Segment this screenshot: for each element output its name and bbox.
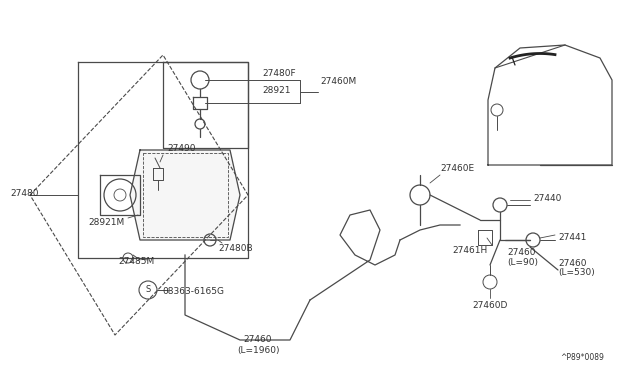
Text: 27460E: 27460E [440, 164, 474, 173]
Text: 27480: 27480 [10, 189, 38, 198]
Text: 28921M: 28921M [88, 218, 124, 227]
Text: 27490: 27490 [167, 144, 195, 153]
Text: (L=90): (L=90) [507, 257, 538, 266]
Text: 27460M: 27460M [320, 77, 356, 86]
Text: (L=1960): (L=1960) [237, 346, 279, 355]
Text: 27480B: 27480B [218, 244, 253, 253]
Text: 27440: 27440 [533, 193, 561, 202]
Polygon shape [130, 150, 240, 240]
Text: 27460D: 27460D [472, 301, 508, 310]
Text: (L=530): (L=530) [558, 269, 595, 278]
Text: 08363-6165G: 08363-6165G [162, 288, 224, 296]
Text: 27480F: 27480F [262, 68, 296, 77]
Text: 27461H: 27461H [452, 246, 487, 254]
Text: 27460: 27460 [507, 247, 536, 257]
Text: 27441: 27441 [558, 232, 586, 241]
Text: 28921: 28921 [262, 86, 291, 94]
Text: 27460: 27460 [244, 336, 272, 344]
Text: 27485M: 27485M [118, 257, 154, 266]
Text: ^P89*0089: ^P89*0089 [560, 353, 604, 362]
Text: S: S [145, 285, 150, 295]
Text: 27460: 27460 [558, 259, 586, 267]
